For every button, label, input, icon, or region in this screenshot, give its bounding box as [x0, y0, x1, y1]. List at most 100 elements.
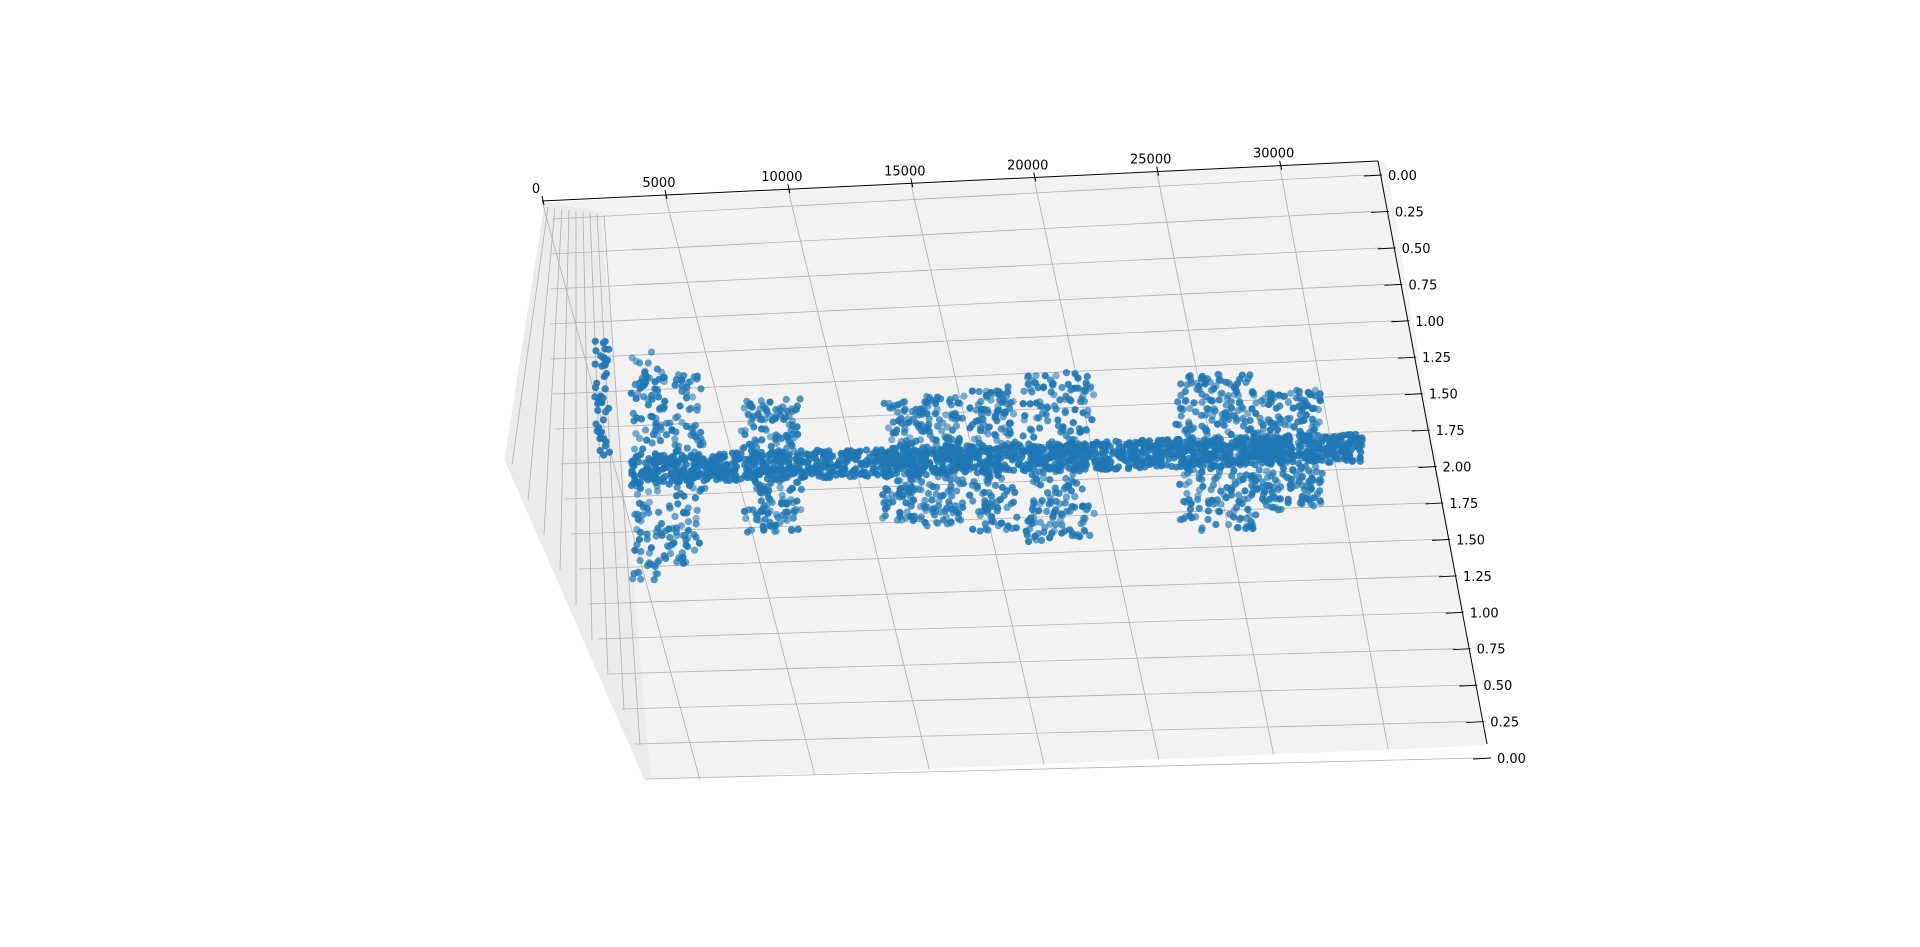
data-point	[1103, 438, 1111, 446]
data-point	[886, 404, 894, 412]
data-point	[1001, 408, 1010, 416]
data-point	[1284, 495, 1292, 503]
data-point	[646, 456, 654, 464]
data-point	[1062, 493, 1071, 501]
data-point	[1102, 454, 1110, 462]
data-point	[1187, 426, 1195, 434]
data-point	[1114, 463, 1122, 471]
data-point	[660, 459, 668, 467]
data-point	[742, 514, 750, 523]
data-point	[1299, 416, 1308, 424]
data-point	[1176, 405, 1184, 413]
x-tick-mark	[1156, 166, 1160, 176]
data-point	[691, 494, 700, 502]
data-point	[804, 459, 812, 467]
data-point	[662, 554, 670, 563]
data-point	[990, 466, 998, 474]
data-point	[660, 403, 668, 411]
data-point	[1115, 450, 1123, 458]
data-point	[1107, 463, 1115, 471]
data-point	[858, 461, 866, 469]
data-point	[954, 509, 963, 517]
data-point	[1019, 432, 1027, 440]
data-point	[692, 515, 700, 523]
data-point	[763, 409, 771, 417]
data-point	[1256, 430, 1264, 438]
data-point	[661, 397, 669, 405]
data-point	[879, 491, 887, 499]
data-point	[915, 463, 923, 471]
data-point	[782, 431, 790, 440]
z-axis-line	[1377, 160, 1488, 745]
left-pane-grid-line	[596, 213, 625, 711]
data-point	[678, 549, 687, 557]
data-point	[792, 405, 801, 413]
data-point	[1075, 448, 1083, 456]
data-point	[1026, 400, 1034, 408]
data-point	[759, 522, 767, 531]
data-point	[938, 427, 946, 435]
data-point	[1357, 448, 1365, 456]
data-point	[601, 337, 609, 346]
data-point	[824, 470, 832, 478]
data-point	[882, 457, 891, 465]
data-point	[1053, 443, 1061, 451]
data-point	[1204, 497, 1212, 505]
x-tick-labels: 0 5000 10000 15000 20000 25000 30000	[532, 147, 1294, 197]
data-point	[1208, 416, 1216, 424]
data-point	[786, 486, 794, 494]
data-point	[1049, 450, 1057, 458]
data-point	[636, 479, 644, 487]
data-point	[993, 498, 1001, 506]
data-point	[634, 568, 642, 576]
data-point	[772, 527, 780, 535]
data-point	[1112, 437, 1120, 445]
data-point	[812, 456, 821, 464]
data-point	[1192, 408, 1200, 416]
data-point	[723, 461, 731, 469]
data-point	[1235, 452, 1243, 460]
data-point	[670, 539, 678, 547]
data-point	[1185, 478, 1193, 486]
data-point	[942, 411, 950, 419]
data-point	[670, 470, 678, 478]
data-point	[643, 530, 651, 538]
data-point	[984, 526, 992, 534]
data-point	[1177, 380, 1185, 388]
data-point	[744, 411, 753, 419]
data-point	[628, 354, 636, 362]
data-point	[769, 469, 777, 477]
data-point	[1358, 441, 1366, 449]
data-point	[1230, 443, 1238, 451]
z-grid-line	[588, 575, 1443, 605]
data-point	[1186, 404, 1194, 412]
data-point	[917, 486, 925, 494]
data-point	[1038, 444, 1046, 452]
data-point	[1248, 387, 1256, 395]
z-tick-label: 0.50	[1483, 679, 1512, 694]
data-point	[1252, 399, 1260, 407]
data-point	[1157, 455, 1165, 463]
data-point	[1300, 448, 1308, 456]
data-point	[600, 451, 608, 459]
data-point	[1293, 394, 1301, 402]
data-point	[1010, 445, 1018, 453]
data-point	[918, 451, 926, 459]
data-point	[981, 503, 989, 511]
data-point	[681, 531, 689, 540]
data-point	[757, 397, 765, 405]
data-point	[803, 450, 811, 458]
data-point	[1244, 495, 1252, 503]
data-point	[632, 394, 640, 402]
data-point	[1004, 440, 1012, 448]
data-point	[896, 441, 904, 450]
data-point	[747, 447, 756, 455]
data-point	[901, 470, 909, 478]
data-point	[1020, 387, 1028, 395]
data-point	[1032, 372, 1040, 380]
data-point	[936, 452, 944, 461]
data-point	[1036, 518, 1044, 527]
data-point	[700, 477, 708, 485]
data-point	[639, 511, 647, 519]
